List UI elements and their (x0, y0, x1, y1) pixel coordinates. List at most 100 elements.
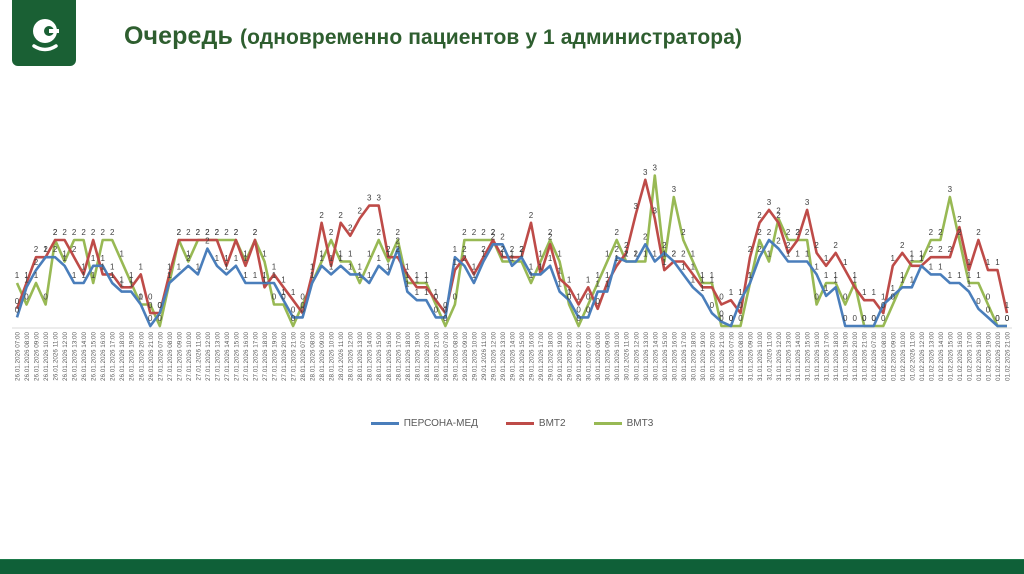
x-tick-label: 29.01.2026 20:00 (567, 332, 574, 382)
data-label: 0 (719, 314, 724, 323)
data-label: 1 (234, 254, 239, 263)
data-label: 1 (710, 271, 715, 280)
data-label: 2 (929, 245, 934, 254)
x-tick-label: 31.01.2026 09:00 (747, 332, 754, 382)
x-tick-label: 28.01.2026 07:00 (300, 332, 307, 382)
data-label: 0 (738, 301, 743, 310)
x-tick-label: 30.01.2026 07:00 (586, 332, 593, 382)
data-label: 2 (34, 245, 39, 254)
data-label: 1 (900, 271, 905, 280)
x-tick-label: 31.01.2026 18:00 (833, 332, 840, 382)
data-label: 0 (291, 305, 296, 314)
data-label: 1 (634, 250, 639, 259)
x-tick-label: 29.01.2026 08:00 (452, 332, 459, 382)
data-label: 2 (614, 245, 619, 254)
data-label: 1 (557, 280, 562, 289)
data-label: 0 (986, 305, 991, 314)
data-label: 0 (595, 297, 600, 306)
clinic-logo-icon (32, 19, 59, 52)
data-label: 2 (396, 237, 401, 246)
x-tick-label: 28.01.2026 10:00 (329, 332, 336, 382)
x-tick-label: 29.01.2026 09:00 (462, 332, 469, 382)
x-tick-label: 27.01.2026 08:00 (167, 332, 174, 382)
data-label: 1 (253, 271, 258, 280)
data-label: 1 (767, 250, 772, 259)
data-label: 1 (243, 254, 248, 263)
data-label: 1 (919, 254, 924, 263)
data-label: 1 (957, 271, 962, 280)
data-label: 1 (929, 262, 934, 271)
x-tick-label: 26.01.2026 21:00 (148, 332, 155, 382)
data-label: 1 (62, 254, 67, 263)
data-label: 1 (748, 271, 753, 280)
data-label: 1 (862, 288, 867, 297)
data-label: 0 (158, 301, 163, 310)
data-label: 1 (510, 254, 515, 263)
x-tick-label: 28.01.2026 20:00 (424, 332, 431, 382)
data-label: 1 (62, 250, 67, 259)
x-tick-label: 01.02.2026 08:00 (881, 332, 888, 382)
data-label: 1 (519, 250, 524, 259)
x-tick-label: 30.01.2026 15:00 (662, 332, 669, 382)
x-tick-label: 26.01.2026 08:00 (24, 332, 31, 382)
data-label: 1 (605, 280, 610, 289)
data-label: 1 (700, 271, 705, 280)
data-label: 0 (443, 314, 448, 323)
x-tick-label: 27.01.2026 16:00 (243, 332, 250, 382)
data-label: 0 (862, 314, 867, 323)
x-tick-label: 01.02.2026 15:00 (947, 332, 954, 382)
data-label: 1 (653, 250, 658, 259)
data-label: 1 (348, 262, 353, 271)
data-label: 1 (272, 271, 277, 280)
data-label: 2 (948, 245, 953, 254)
x-tick-label: 30.01.2026 20:00 (709, 332, 716, 382)
data-label: 2 (234, 228, 239, 237)
data-label: 0 (300, 305, 305, 314)
data-label: 2 (643, 232, 648, 241)
data-label: 2 (938, 245, 943, 254)
data-label: 1 (262, 275, 267, 284)
data-label: 0 (843, 314, 848, 323)
data-label: 0 (843, 293, 848, 302)
data-label: 2 (510, 245, 515, 254)
x-tick-label: 28.01.2026 21:00 (433, 332, 440, 382)
data-label: 1 (81, 262, 86, 271)
data-label: 1 (224, 262, 229, 271)
data-label: 1 (367, 250, 372, 259)
data-label: 2 (976, 228, 981, 237)
x-tick-label: 27.01.2026 09:00 (176, 332, 183, 382)
data-label: 0 (434, 305, 439, 314)
x-tick-label: 26.01.2026 16:00 (100, 332, 107, 382)
x-tick-label: 29.01.2026 07:00 (443, 332, 450, 382)
data-label: 0 (995, 314, 1000, 323)
data-label: 1 (129, 275, 134, 284)
data-label: 1 (662, 258, 667, 267)
data-label: 1 (681, 262, 686, 271)
data-label: 1 (557, 250, 562, 259)
data-label: 1 (710, 275, 715, 284)
data-label: 2 (462, 254, 467, 263)
data-label: 1 (700, 275, 705, 284)
data-label: 2 (548, 228, 553, 237)
data-label: 2 (396, 245, 401, 254)
x-tick-label: 26.01.2026 14:00 (81, 332, 88, 382)
data-label: 0 (281, 293, 286, 302)
data-label: 0 (710, 301, 715, 310)
data-label: 2 (377, 228, 382, 237)
x-tick-label: 31.01.2026 19:00 (843, 332, 850, 382)
data-label: 2 (177, 228, 182, 237)
data-label: 1 (595, 280, 600, 289)
data-label: 1 (272, 262, 277, 271)
data-label: 2 (253, 228, 258, 237)
data-label: 1 (215, 254, 220, 263)
x-tick-label: 29.01.2026 12:00 (490, 332, 497, 382)
data-label: 1 (795, 250, 800, 259)
data-label: 2 (776, 207, 781, 216)
data-label: 0 (891, 293, 896, 302)
x-tick-label: 30.01.2026 11:00 (624, 332, 631, 381)
data-label: 1 (119, 250, 124, 259)
data-label: 0 (976, 297, 981, 306)
data-label: 1 (538, 262, 543, 271)
data-label: 1 (872, 288, 877, 297)
x-tick-label: 30.01.2026 21:00 (719, 332, 726, 382)
